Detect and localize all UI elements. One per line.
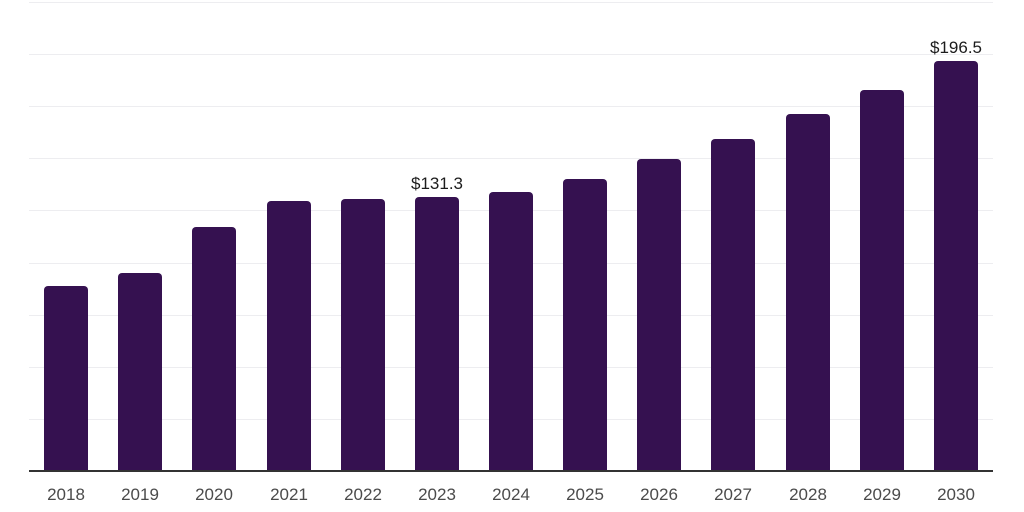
bar-2024 (489, 192, 533, 471)
bar-2022 (341, 199, 385, 471)
x-axis-label-2027: 2027 (714, 485, 752, 504)
bar-2030 (934, 61, 978, 471)
x-axis-label-2022: 2022 (344, 485, 382, 504)
x-axis-label-2026: 2026 (640, 485, 678, 504)
x-axis-label-2028: 2028 (789, 485, 827, 504)
x-axis-label-2018: 2018 (47, 485, 85, 504)
data-label-2030: $196.5 (930, 38, 982, 57)
bar-2029 (860, 90, 904, 471)
x-axis-label-2024: 2024 (492, 485, 530, 504)
x-axis-label-2020: 2020 (195, 485, 233, 504)
bar-2028 (786, 114, 830, 471)
bar-2020 (192, 227, 236, 471)
x-axis-label-2029: 2029 (863, 485, 901, 504)
gridline-200 (29, 54, 993, 55)
bar-2026 (637, 159, 681, 471)
x-axis-label-2030: 2030 (937, 485, 975, 504)
bar-2025 (563, 179, 607, 471)
gridline-225 (29, 2, 993, 3)
bar-2019 (118, 273, 162, 471)
data-label-2023: $131.3 (411, 174, 463, 193)
x-axis-label-2023: 2023 (418, 485, 456, 504)
gridline-150 (29, 158, 993, 159)
x-axis-line (29, 470, 993, 472)
bar-2023 (415, 197, 459, 471)
bar-2018 (44, 286, 88, 471)
bar-2021 (267, 201, 311, 471)
bar-2027 (711, 139, 755, 471)
x-axis-label-2021: 2021 (270, 485, 308, 504)
x-axis-label-2025: 2025 (566, 485, 604, 504)
x-axis-label-2019: 2019 (121, 485, 159, 504)
gridline-175 (29, 106, 993, 107)
